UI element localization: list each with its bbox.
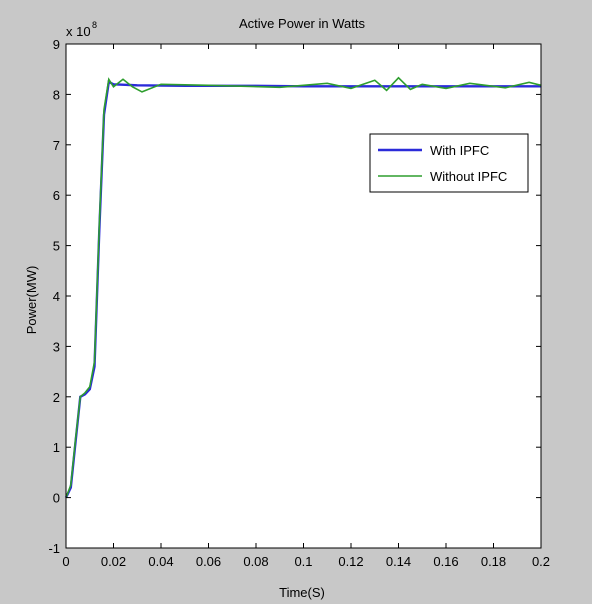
legend: With IPFC Without IPFC (369, 133, 529, 193)
y-tick-label: 1 (53, 440, 60, 455)
y-tick-label: 7 (53, 138, 60, 153)
y-exponent-base: x 10 (66, 24, 91, 39)
x-tick-label: 0.16 (433, 554, 458, 569)
x-tick-label: 0.14 (386, 554, 411, 569)
x-tick-label: 0 (62, 554, 69, 569)
y-exponent-power: 8 (92, 20, 97, 30)
y-axis-label: Power(MW) (24, 266, 39, 335)
y-tick-label: 2 (53, 390, 60, 405)
y-tick-label: 4 (53, 289, 60, 304)
x-tick-label: 0.2 (532, 554, 550, 569)
x-axis-label: Time(S) (279, 585, 325, 600)
legend-label-with-ipfc: With IPFC (430, 143, 489, 158)
x-tick-label: 0.02 (101, 554, 126, 569)
y-tick-label: 0 (53, 491, 60, 506)
x-tick-label: 0.08 (243, 554, 268, 569)
x-tick-label: 0.18 (481, 554, 506, 569)
x-tick-label: 0.12 (338, 554, 363, 569)
y-tick-label: 8 (53, 87, 60, 102)
plot-area (66, 44, 541, 548)
legend-box (369, 133, 529, 193)
y-tick-label: 3 (53, 339, 60, 354)
series-layer (64, 76, 542, 499)
x-tick-label: 0.1 (294, 554, 312, 569)
legend-label-without-ipfc: Without IPFC (430, 169, 507, 184)
series-line-without-ipfc (65, 76, 542, 498)
y-tick-label: 6 (53, 188, 60, 203)
chart-title: Active Power in Watts (239, 16, 365, 31)
y-tick-label: -1 (48, 541, 60, 556)
y-tick-label: 5 (53, 239, 60, 254)
x-tick-label: 0.04 (148, 554, 173, 569)
y-tick-label: 9 (53, 37, 60, 52)
x-tick-label: 0.06 (196, 554, 221, 569)
